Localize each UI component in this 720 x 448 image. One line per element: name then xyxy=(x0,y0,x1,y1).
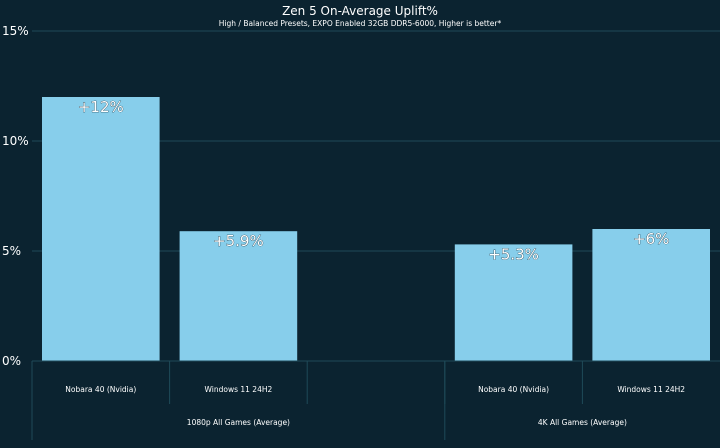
group-label: 1080p All Games (Average) xyxy=(187,418,290,427)
bar-data-label: +12% xyxy=(78,98,124,116)
bar xyxy=(454,244,573,361)
bar-layer: +12% +5.9% +5.3% +6% xyxy=(42,97,710,361)
y-tick-label: 0% xyxy=(2,354,21,368)
category-label: Windows 11 24H2 xyxy=(617,385,685,394)
bar xyxy=(179,231,298,361)
chart-title: Zen 5 On-Average Uplift% xyxy=(282,4,438,18)
category-label: Nobara 40 (Nvidia) xyxy=(478,385,549,394)
y-tick-label: 15% xyxy=(2,24,29,38)
category-label: Nobara 40 (Nvidia) xyxy=(65,385,136,394)
bar xyxy=(592,229,710,361)
bar-data-label: +5.9% xyxy=(213,232,264,250)
y-tick-label: 10% xyxy=(2,134,29,148)
axis-layer: 0% 5% 10% 15% Nobara 40 (Nvidia) Windows 11 2… xyxy=(2,24,720,440)
bar-data-label: +5.3% xyxy=(488,245,539,263)
chart-subtitle: High / Balanced Presets, EXPO Enabled 32… xyxy=(219,19,502,28)
bar-data-label: +6% xyxy=(633,230,669,248)
bar xyxy=(42,97,160,361)
y-tick-label: 5% xyxy=(2,244,21,258)
group-label: 4K All Games (Average) xyxy=(538,418,627,427)
category-label: Windows 11 24H2 xyxy=(205,385,273,394)
